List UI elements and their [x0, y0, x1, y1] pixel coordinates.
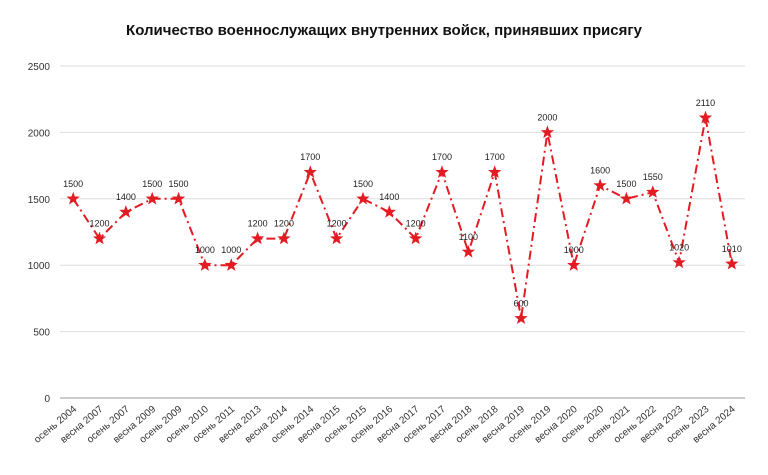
data-label: 1200: [274, 219, 294, 229]
data-label: 1200: [406, 219, 426, 229]
y-tick-label: 2500: [28, 62, 51, 73]
data-label: 1200: [90, 219, 110, 229]
data-point: [409, 231, 423, 245]
data-label: 1200: [248, 219, 268, 229]
data-point: [382, 205, 396, 218]
data-point: [514, 311, 528, 324]
data-point: [461, 244, 475, 258]
data-label: 2110: [696, 98, 715, 108]
data-point: [698, 110, 713, 124]
data-point: [593, 178, 607, 192]
data-point: [435, 165, 449, 178]
data-point: [303, 165, 317, 178]
data-point: [250, 231, 265, 245]
y-tick-label: 1000: [28, 261, 51, 272]
data-label: 1100: [459, 232, 478, 242]
data-point: [567, 258, 581, 271]
data-label: 1700: [485, 152, 505, 162]
data-point: [145, 191, 159, 205]
y-tick-label: 0: [44, 394, 50, 405]
series-line-layer: [72, 117, 733, 319]
data-label: 1500: [142, 179, 162, 189]
data-label: 600: [514, 298, 529, 308]
data-point: [672, 255, 686, 269]
data-point: [277, 231, 291, 245]
data-label: 1600: [590, 166, 610, 176]
grid-lines: [60, 65, 745, 399]
data-label: 1000: [564, 245, 584, 255]
data-point: [119, 205, 133, 218]
data-point: [725, 256, 739, 270]
data-point: [224, 258, 238, 271]
series-line: [72, 117, 733, 319]
data-label: 1400: [379, 192, 399, 202]
data-label: 2000: [537, 112, 557, 122]
data-point: [198, 258, 212, 271]
data-label: 1010: [722, 244, 742, 254]
data-label: 1000: [221, 245, 241, 255]
data-point: [66, 191, 80, 205]
data-point: [330, 231, 344, 245]
data-label: 1700: [300, 152, 320, 162]
data-point: [488, 165, 502, 178]
y-tick-label: 500: [33, 328, 50, 339]
y-tick-label: 1500: [28, 195, 51, 206]
data-label: 1020: [669, 243, 689, 253]
data-label: 1500: [169, 179, 189, 189]
y-axis-ticks: 0 500 1000 1500 2000 2500: [28, 62, 51, 405]
data-label: 1500: [353, 179, 373, 189]
y-tick-label: 2000: [28, 128, 51, 139]
data-point: [540, 125, 555, 139]
data-label: 1700: [432, 152, 452, 162]
data-point: [619, 191, 634, 205]
data-label: 1400: [116, 192, 136, 202]
chart-title: Количество военнослужащих внутренних вой…: [126, 22, 642, 39]
data-labels: 1500 1200 1400 1500 1500 1000 1000 1200 1200 1700…: [63, 98, 742, 309]
data-points: [66, 110, 739, 324]
data-label: 1500: [63, 179, 83, 189]
data-point: [356, 191, 370, 205]
data-point: [171, 191, 186, 205]
data-label: 1000: [195, 245, 215, 255]
data-label: 1200: [327, 219, 347, 229]
data-point: [646, 185, 660, 198]
data-label: 1500: [616, 179, 636, 189]
data-point: [92, 231, 107, 245]
data-label: 1550: [643, 172, 663, 182]
